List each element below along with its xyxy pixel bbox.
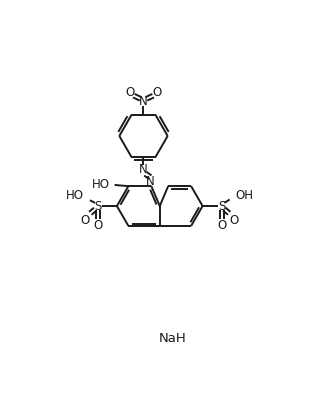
Text: HO: HO: [66, 189, 84, 202]
Text: HO: HO: [92, 178, 110, 191]
Text: O: O: [152, 86, 162, 99]
Text: O: O: [229, 214, 239, 227]
Text: N: N: [139, 95, 148, 108]
Text: O: O: [126, 86, 135, 99]
Text: N: N: [146, 175, 155, 188]
Text: S: S: [218, 200, 226, 213]
Text: O: O: [93, 220, 102, 233]
Text: O: O: [80, 214, 90, 227]
Text: O: O: [217, 220, 227, 233]
Text: OH: OH: [236, 189, 254, 202]
Text: S: S: [94, 200, 101, 213]
Text: N: N: [139, 163, 148, 176]
Text: NaH: NaH: [159, 333, 186, 346]
